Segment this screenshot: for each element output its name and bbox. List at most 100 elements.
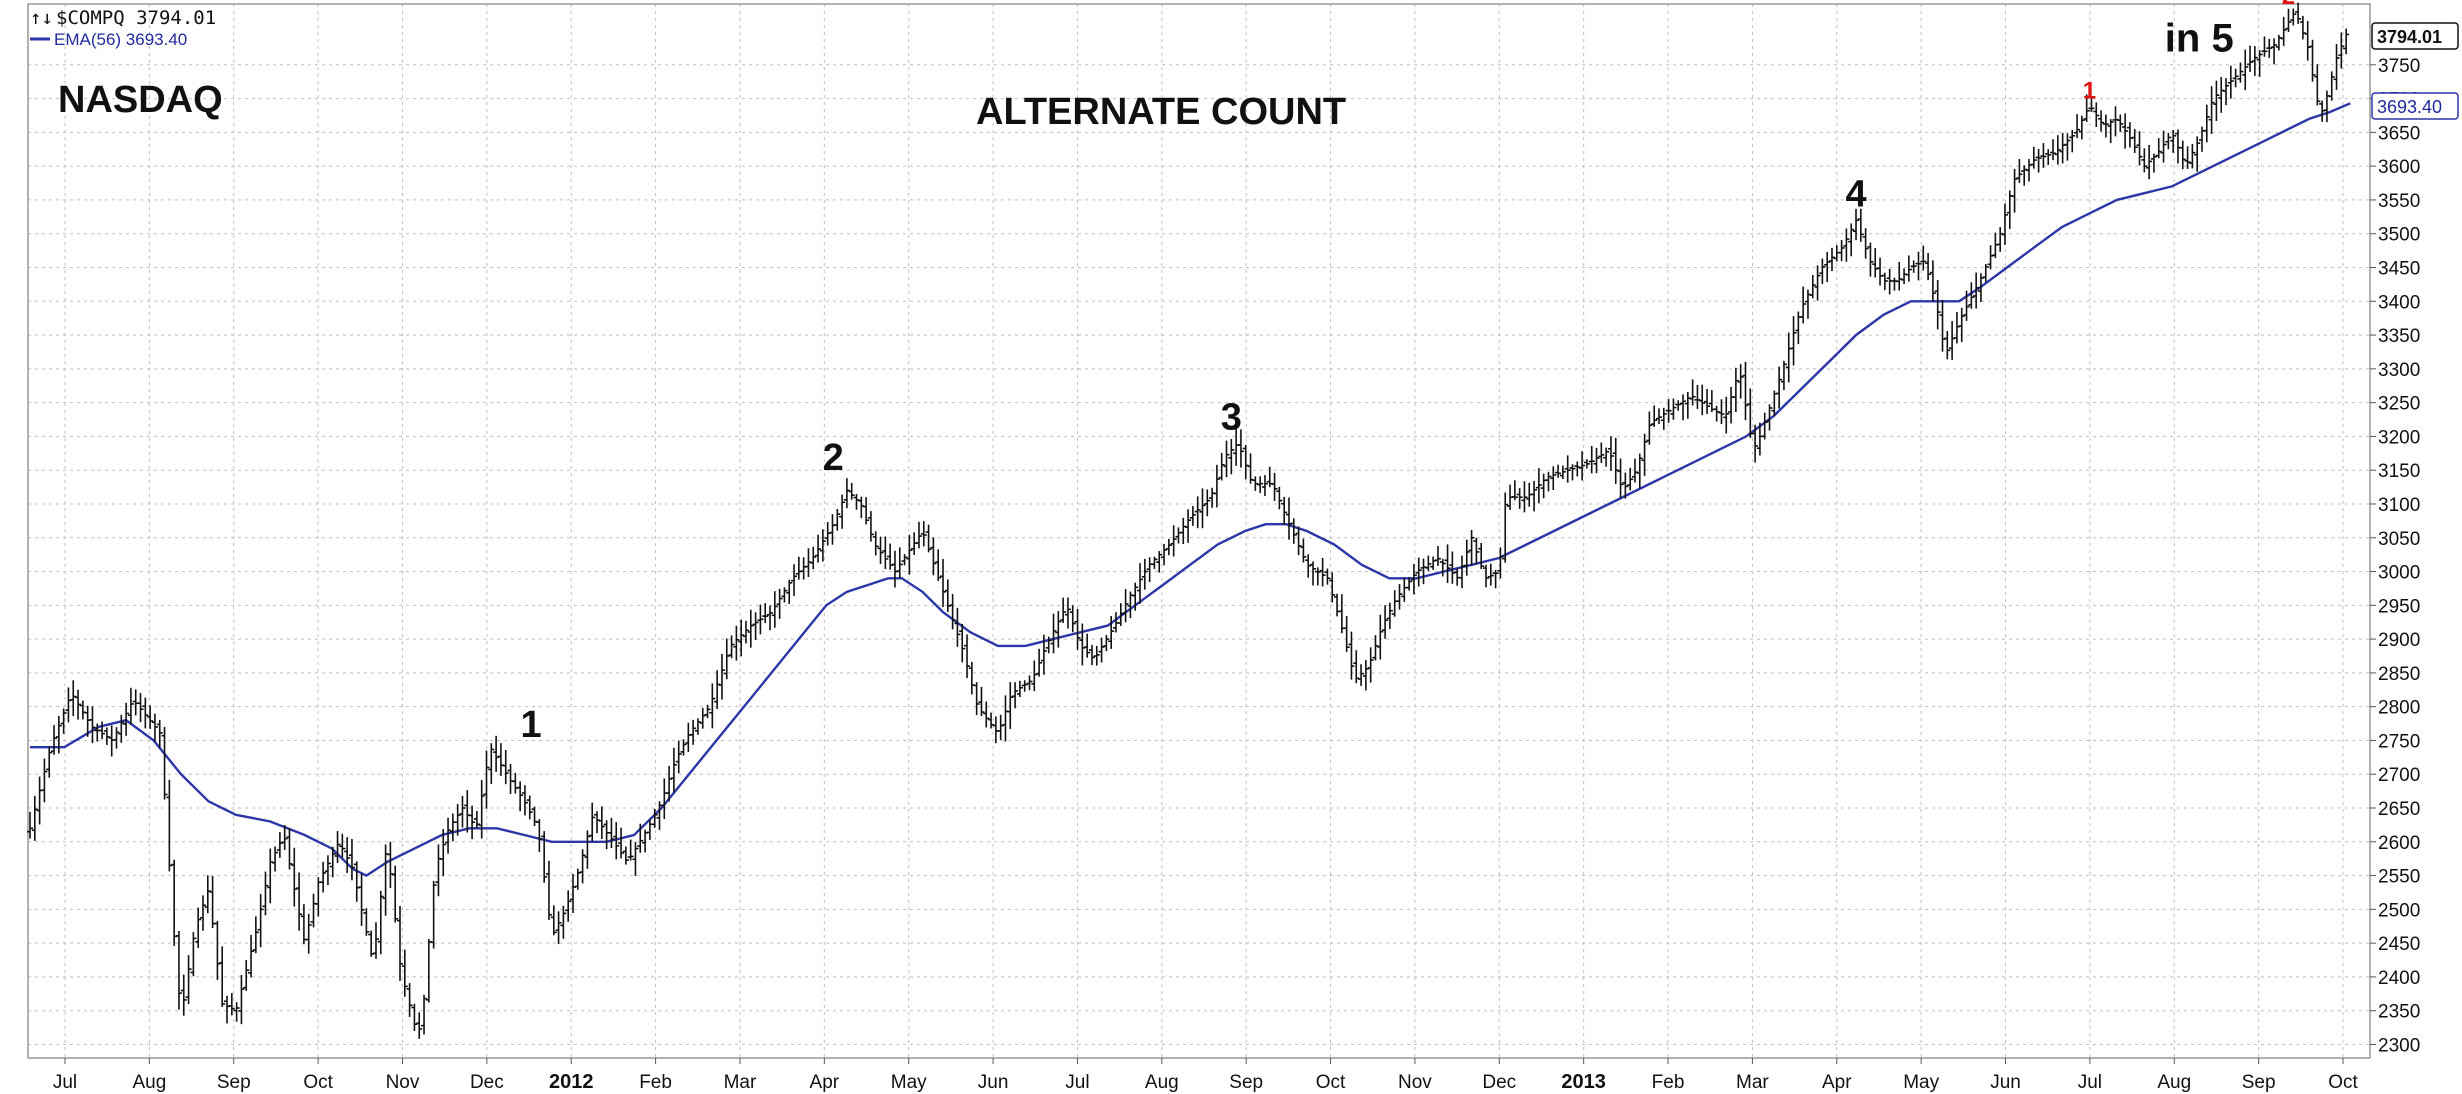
y-tick-label: 2700: [2378, 765, 2420, 786]
ohlc-bar: [1305, 554, 1312, 578]
ohlc-bar: [877, 536, 884, 564]
ohlc-bar: [1060, 597, 1067, 623]
ohlc-bar: [1641, 433, 1648, 476]
ohlc-bar: [733, 625, 740, 661]
ohlc-bar: [2093, 102, 2100, 127]
ohlc-bar: [1531, 480, 1538, 512]
ohlc-bar: [2088, 98, 2095, 112]
ohlc-bar: [324, 855, 331, 886]
x-tick-label: May: [1903, 1072, 1939, 1093]
ohlc-bar: [219, 946, 226, 1007]
ohlc-bar: [151, 713, 158, 742]
ohlc-bar: [1665, 399, 1672, 423]
legend-ema-label: EMA(56) 3693.40: [54, 30, 187, 49]
ohlc-bar: [1622, 472, 1629, 499]
ohlc-bar: [1103, 634, 1110, 652]
ohlc-bar: [1372, 635, 1379, 661]
ohlc-bar: [1483, 564, 1490, 588]
ohlc-bar: [1434, 545, 1441, 566]
ohlc-bar: [1862, 228, 1869, 259]
ohlc-bar: [329, 846, 336, 878]
ohlc-bar: [2247, 45, 2254, 72]
ohlc-bar: [1156, 551, 1163, 573]
y-tick-label: 2800: [2378, 698, 2420, 719]
ohlc-bar: [1050, 613, 1057, 654]
ohlc-bar: [1031, 660, 1038, 692]
ohlc-bar: [1487, 563, 1494, 586]
ohlc-bar: [959, 623, 966, 663]
ohlc-bar: [2155, 138, 2162, 159]
ohlc-bar: [199, 895, 206, 931]
y-tick-label: 3000: [2378, 563, 2420, 584]
ohlc-bar: [1559, 465, 1566, 479]
ohlc-bar: [1406, 577, 1413, 591]
ohlc-bar: [1271, 472, 1278, 501]
ohlc-bar: [930, 537, 937, 576]
ohlc-bar: [781, 587, 788, 603]
ohlc-bar: [1088, 644, 1095, 666]
ohlc-bar: [1295, 526, 1302, 556]
wave-label: 1: [2083, 78, 2096, 105]
ohlc-bar: [2203, 104, 2210, 143]
ohlc-bar: [1997, 227, 2004, 252]
ohlc-bar: [257, 893, 264, 948]
ohlc-bar: [2227, 65, 2234, 99]
ohlc-bar: [988, 712, 995, 729]
y-tick-label: 3300: [2378, 360, 2420, 381]
y-tick-label: 2900: [2378, 630, 2420, 651]
ohlc-bar: [190, 932, 197, 977]
ohlc-bar: [694, 718, 701, 735]
ohlc-bar: [1074, 608, 1081, 650]
ohlc-bar: [1963, 290, 1970, 321]
x-tick-label: Jun: [978, 1072, 1009, 1093]
ohlc-bar: [791, 564, 798, 597]
ohlc-bar: [1132, 582, 1139, 611]
ohlc-bar: [46, 746, 53, 778]
x-tick-label: Sep: [2242, 1072, 2276, 1093]
ohlc-bar: [622, 846, 629, 865]
y-tick-label: 3450: [2378, 259, 2420, 280]
ohlc-bar: [978, 686, 985, 717]
ohlc-bar: [70, 680, 77, 717]
ohlc-bar: [1213, 464, 1220, 508]
ohlc-bar: [1223, 440, 1230, 478]
ohlc-bar: [738, 619, 745, 657]
ohlc-bar: [920, 521, 927, 547]
legend-icon: ↑↓: [30, 7, 53, 29]
ohlc-bar: [1420, 558, 1427, 585]
ohlc-bar: [718, 653, 725, 700]
ohlc-bar: [1348, 631, 1355, 680]
ohlc-bar: [1040, 634, 1047, 675]
ohlc-bar: [180, 974, 187, 1016]
price-bars-layer: [27, 2, 2350, 1039]
x-tick-label: Nov: [386, 1072, 420, 1093]
ohlc-bar: [1670, 398, 1677, 420]
ohlc-bar: [915, 521, 922, 549]
ohlc-bar: [344, 837, 351, 873]
ohlc-bar: [1204, 489, 1211, 517]
ohlc-bar: [632, 841, 639, 876]
ohlc-bar: [670, 747, 677, 793]
ohlc-bar: [1627, 467, 1634, 491]
ohlc-bar: [2295, 2, 2302, 24]
ohlc-bar: [1151, 556, 1158, 569]
ohlc-bar: [2035, 148, 2042, 173]
ohlc-bar: [469, 805, 476, 840]
ohlc-bar: [440, 829, 447, 877]
wave-label: 4: [1845, 174, 1866, 216]
ohlc-bar: [2141, 148, 2148, 173]
y-tick-label: 3050: [2378, 529, 2420, 550]
x-tick-label: Apr: [1822, 1072, 1852, 1093]
ohlc-bar: [243, 960, 250, 991]
ohlc-bar: [843, 478, 850, 509]
ohlc-bar: [589, 802, 596, 842]
ohlc-bar: [2290, 8, 2297, 26]
ohlc-bar: [2251, 46, 2258, 76]
wave-annotations: 1 2 3 4 1 2 in 5: [521, 0, 2296, 746]
ohlc-bar: [1699, 384, 1706, 416]
ohlc-bar: [555, 911, 562, 945]
ohlc-bar: [2083, 94, 2090, 122]
ohlc-bar: [949, 593, 956, 630]
ohlc-bar: [51, 725, 58, 755]
